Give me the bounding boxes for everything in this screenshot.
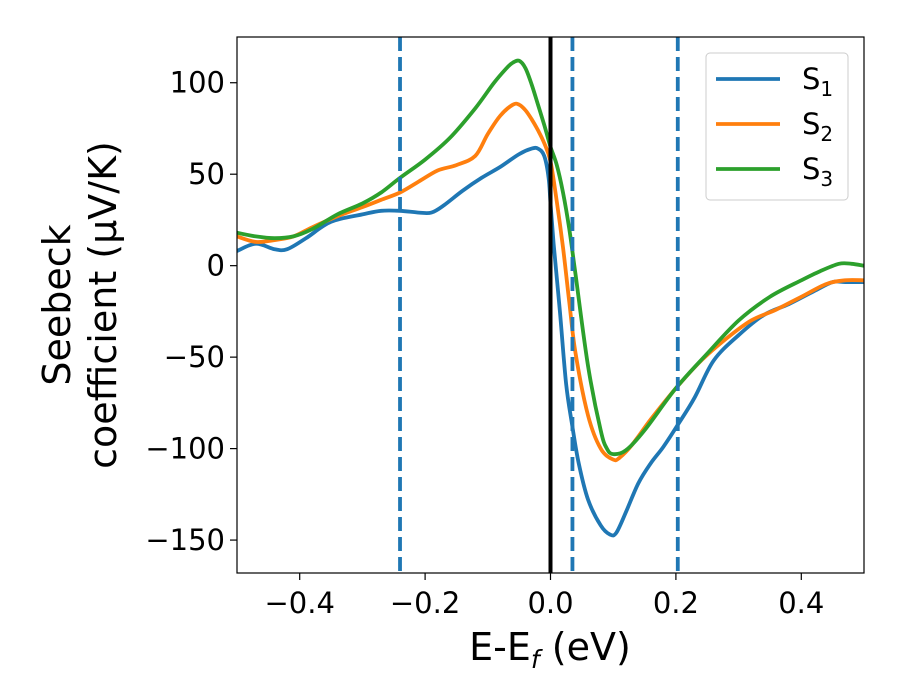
x-tick-label: 0.0	[527, 586, 573, 620]
legend-label-subscript: 1	[820, 77, 833, 101]
y-axis-title-line2: coefficient (μV/K)	[81, 141, 125, 469]
legend-label-2: S2	[802, 107, 833, 146]
y-tick-label: −150	[145, 523, 225, 557]
vertical-lines-layer	[398, 37, 680, 573]
y-axis-title: Seebeck coefficient (μV/K)	[35, 141, 125, 469]
x-axis-title: E-Ef (eV)	[469, 625, 631, 674]
x-tick-label: 0.4	[778, 586, 824, 620]
x-ticks: −0.4 −0.2 0.0 0.2 0.4	[264, 573, 824, 620]
legend-label-subscript: 2	[820, 122, 833, 146]
legend-label-3: S3	[802, 152, 833, 191]
y-tick-label: 0	[207, 249, 225, 283]
legend-label-main: S	[802, 62, 820, 96]
y-tick-label: −50	[164, 340, 225, 374]
y-tick-label: 50	[188, 157, 225, 191]
legend-label-main: S	[802, 107, 820, 141]
y-axis-title-line1: Seebeck	[35, 224, 79, 385]
x-tick-label: −0.4	[264, 586, 334, 620]
x-tick-label: 0.2	[653, 586, 699, 620]
legend-label-subscript: 3	[820, 167, 833, 191]
y-ticks: 100 50 0 −50 −100 −150	[145, 66, 237, 557]
x-axis-title-tail: (eV)	[540, 625, 631, 669]
legend-box	[705, 52, 849, 201]
x-tick-label: −0.2	[390, 586, 460, 620]
x-axis-title-main: E-E	[469, 625, 531, 669]
y-tick-label: 100	[170, 66, 225, 100]
y-tick-label: −100	[145, 432, 225, 466]
legend-label-main: S	[802, 152, 820, 186]
legend-label-1: S1	[802, 62, 833, 101]
series-line-1	[237, 145, 864, 538]
